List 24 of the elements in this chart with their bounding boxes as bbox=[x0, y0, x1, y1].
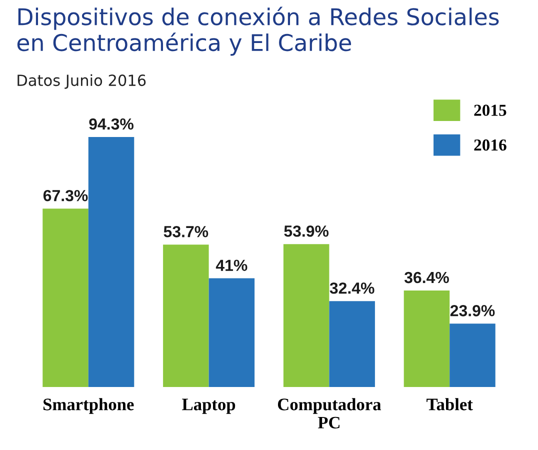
chart-subtitle: Datos Junio 2016 bbox=[18, 74, 146, 89]
data-label: 36.4% bbox=[404, 272, 449, 284]
chart-title: Dispositivos de conexión a Redes Sociales en Centroamérica y El Caribe bbox=[17, 6, 499, 56]
data-label: 94.3% bbox=[89, 118, 134, 130]
x-tick-label: Computadora PC bbox=[278, 398, 382, 428]
data-label: 23.9% bbox=[450, 305, 495, 316]
bar bbox=[404, 290, 450, 387]
x-tick-label: Tablet bbox=[426, 398, 473, 410]
data-label: 41% bbox=[216, 260, 248, 271]
bar bbox=[450, 324, 496, 387]
data-label: 32.4% bbox=[330, 282, 374, 294]
legend-label: 2016 bbox=[474, 139, 506, 151]
bar bbox=[163, 244, 209, 387]
x-tick-label: Smartphone bbox=[43, 398, 134, 414]
data-label: 67.3% bbox=[43, 190, 88, 202]
bar bbox=[283, 244, 330, 387]
legend-label: 2015 bbox=[474, 104, 506, 116]
x-tick-label: Laptop bbox=[182, 398, 236, 414]
bar bbox=[42, 208, 88, 387]
bar bbox=[88, 137, 134, 387]
bar bbox=[329, 301, 375, 387]
data-label: 53.7% bbox=[164, 226, 208, 238]
data-label: 53.9% bbox=[284, 225, 329, 237]
bar bbox=[208, 278, 255, 387]
